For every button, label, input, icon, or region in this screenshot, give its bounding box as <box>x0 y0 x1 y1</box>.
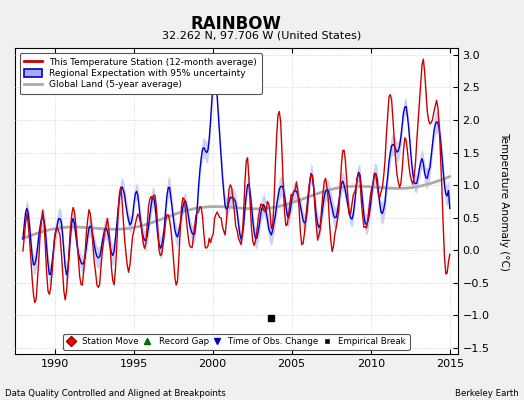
Title: RAINBOW: RAINBOW <box>191 15 282 33</box>
Y-axis label: Temperature Anomaly (°C): Temperature Anomaly (°C) <box>499 132 509 271</box>
Legend: Station Move, Record Gap, Time of Obs. Change, Empirical Break: Station Move, Record Gap, Time of Obs. C… <box>63 334 410 350</box>
Text: 32.262 N, 97.706 W (United States): 32.262 N, 97.706 W (United States) <box>162 30 362 40</box>
Text: Data Quality Controlled and Aligned at Breakpoints: Data Quality Controlled and Aligned at B… <box>5 389 226 398</box>
Text: Berkeley Earth: Berkeley Earth <box>455 389 519 398</box>
